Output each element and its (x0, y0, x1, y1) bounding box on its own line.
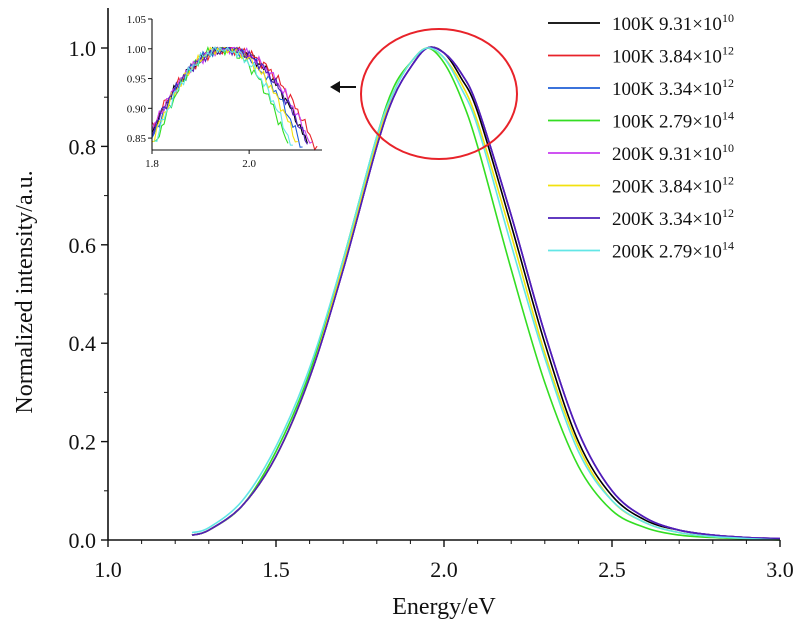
annotations (330, 28, 518, 160)
main-axes: 1.0 1.5 2.0 2.5 3.0 0.0 0.2 0.4 0.6 0.8 1.0 (69, 8, 794, 582)
inset-series-line-7 (154, 46, 293, 146)
y-tick-label-2: 0.4 (69, 331, 97, 356)
y-axis-title: Normalized intensity/a.u. (12, 170, 38, 413)
inset-y-tick-label-2: 0.95 (127, 74, 147, 86)
inset-y-tick-label-1: 0.90 (127, 103, 147, 115)
y-tick-label-4: 0.8 (69, 134, 97, 159)
series-line-7 (191, 47, 781, 541)
legend-item-1: 100K 3.84×1012 (548, 44, 734, 68)
inset-y-tick-label-4: 1.05 (127, 14, 147, 26)
legend-label-5: 200K 3.84×1012 (612, 174, 734, 198)
legend-label-0: 100K 9.31×1010 (612, 11, 734, 35)
legend-label-6: 200K 3.34×1012 (612, 206, 734, 230)
arrow-head (330, 81, 340, 93)
y-tick-label-5: 1.0 (69, 36, 97, 61)
x-tick-label-3: 2.5 (598, 557, 626, 582)
legend-label-4: 200K 9.31×1010 (612, 141, 734, 165)
x-tick-label-2: 2.0 (430, 557, 458, 582)
inset-y-tick-label-0: 0.85 (127, 133, 147, 145)
x-axis-title: Energy/eV (392, 594, 496, 620)
series-line-3 (191, 47, 781, 541)
y-tick-label-3: 0.6 (69, 233, 97, 258)
legend-item-3: 100K 2.79×1014 (548, 109, 734, 133)
x-tick-label-0: 1.0 (94, 557, 122, 582)
legend-item-2: 100K 3.34×1012 (548, 76, 734, 100)
inset-series-line-4 (151, 46, 313, 144)
legend-label-7: 200K 2.79×1014 (612, 239, 734, 263)
legend-item-6: 200K 3.34×1012 (548, 206, 734, 230)
y-tick-label-1: 0.2 (69, 430, 97, 455)
legend-item-4: 200K 9.31×1010 (548, 141, 734, 165)
x-tick-label-4: 3.0 (766, 557, 794, 582)
legend-item-7: 200K 2.79×1014 (548, 239, 734, 263)
inset-chart: 0.85 0.90 0.95 1.00 1.05 1.8 2.0 (127, 14, 322, 170)
legend-label-1: 100K 3.84×1012 (612, 44, 734, 68)
main-series-lines (191, 46, 781, 541)
inset-x-tick-label-1: 2.0 (242, 158, 256, 170)
legend-item-0: 100K 9.31×1010 (548, 11, 734, 35)
x-tick-label-1: 1.5 (262, 557, 290, 582)
legend: 100K 9.31×1010 100K 3.84×1012 100K 3.34×10… (548, 11, 734, 263)
legend-label-2: 100K 3.34×1012 (612, 76, 734, 100)
y-tick-label-0: 0.0 (69, 528, 97, 553)
legend-label-3: 100K 2.79×1014 (612, 109, 734, 133)
inset-x-tick-label-0: 1.8 (145, 158, 159, 170)
inset-series-line-3 (154, 45, 289, 144)
inset-y-tick-label-3: 1.00 (127, 44, 147, 56)
series-line-6 (191, 46, 781, 540)
legend-item-5: 200K 3.84×1012 (548, 174, 734, 198)
highlight-circle (360, 28, 518, 160)
inset-series-line-6 (151, 46, 308, 145)
